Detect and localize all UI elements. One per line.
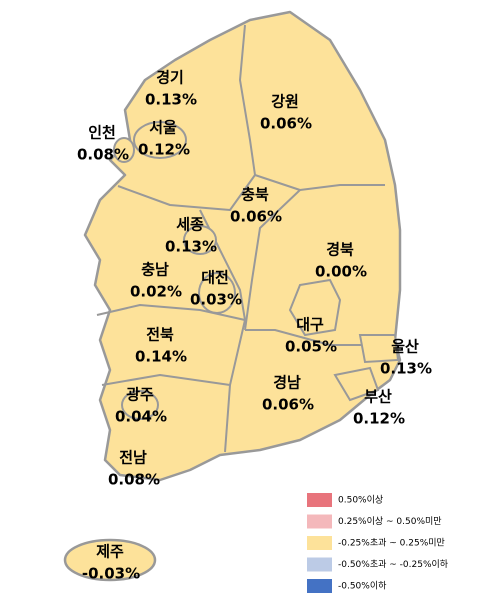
region-name: 경남	[273, 374, 301, 392]
legend-label: 0.50%이상	[338, 495, 383, 506]
region-name: 충북	[241, 186, 269, 204]
province-border	[101, 374, 231, 386]
region-value: 0.05%	[285, 338, 337, 356]
region-value: 0.13%	[380, 360, 432, 378]
province-border	[244, 189, 301, 331]
region-name: 인천	[88, 124, 116, 142]
region-value: 0.06%	[260, 115, 312, 133]
region-name: 전남	[119, 449, 147, 467]
region-value: 0.08%	[77, 146, 129, 164]
region-value: 0.13%	[145, 91, 197, 109]
ulsan-area	[358, 334, 400, 364]
province-border	[117, 174, 256, 211]
region-value: 0.06%	[262, 396, 314, 414]
region-value: 0.00%	[315, 263, 367, 281]
legend-label: -0.50%초과 ~ -0.25%이하	[338, 559, 449, 570]
region-name: 제주	[96, 543, 124, 561]
region-value: 0.14%	[135, 348, 187, 366]
region-value: 0.13%	[165, 238, 217, 256]
daegu-area	[288, 278, 342, 337]
region-name: 경기	[156, 69, 184, 87]
incheon-area	[113, 137, 135, 163]
province-border	[239, 24, 256, 176]
legend: 0.50%이상 0.25%이상 ~ 0.50%미만 -0.25%초과 ~ 0.25%…	[307, 493, 449, 593]
busan-area	[333, 366, 380, 402]
region-name: 부산	[364, 388, 392, 406]
province-border	[96, 304, 246, 321]
region-value: 0.04%	[115, 408, 167, 426]
region-name: 경북	[326, 241, 354, 259]
region-value: 0.03%	[190, 291, 242, 309]
gwangju-area	[121, 390, 159, 420]
region-name: 광주	[126, 386, 154, 404]
legend-label: -0.25%초과 ~ 0.25%미만	[338, 538, 445, 549]
legend-swatch	[307, 493, 332, 507]
region-value: 0.12%	[353, 410, 405, 428]
region-value: 0.12%	[138, 141, 190, 159]
legend-swatch	[307, 514, 332, 529]
province-border	[254, 174, 385, 191]
legend-label: 0.25%이상 ~ 0.50%미만	[338, 516, 442, 527]
labels: 경기 0.13% 서울 0.12% 인천 0.08% 강원 0.06% 충북 0.06% 세종 0.1…	[77, 69, 432, 583]
region-name: 대전	[201, 269, 229, 287]
seoul-area	[133, 121, 187, 159]
region-name: 대구	[296, 316, 324, 334]
region-name: 서울	[149, 119, 177, 137]
region-name: 강원	[271, 93, 299, 111]
sejong-area	[183, 225, 217, 255]
region-name: 세종	[176, 216, 204, 234]
legend-swatch	[307, 557, 332, 572]
legend-label: -0.50%이하	[338, 581, 387, 592]
region-name: 전북	[146, 326, 174, 344]
jeju	[63, 538, 157, 582]
legend-swatch	[307, 536, 332, 550]
daejeon-area	[198, 272, 236, 314]
region-value: 0.08%	[108, 471, 160, 489]
region-value: 0.02%	[130, 283, 182, 301]
region-value: 0.06%	[230, 208, 282, 226]
legend-swatch	[307, 579, 332, 593]
region-name: 울산	[391, 338, 419, 356]
region-value: -0.03%	[82, 565, 140, 583]
region-name: 충남	[141, 261, 169, 279]
